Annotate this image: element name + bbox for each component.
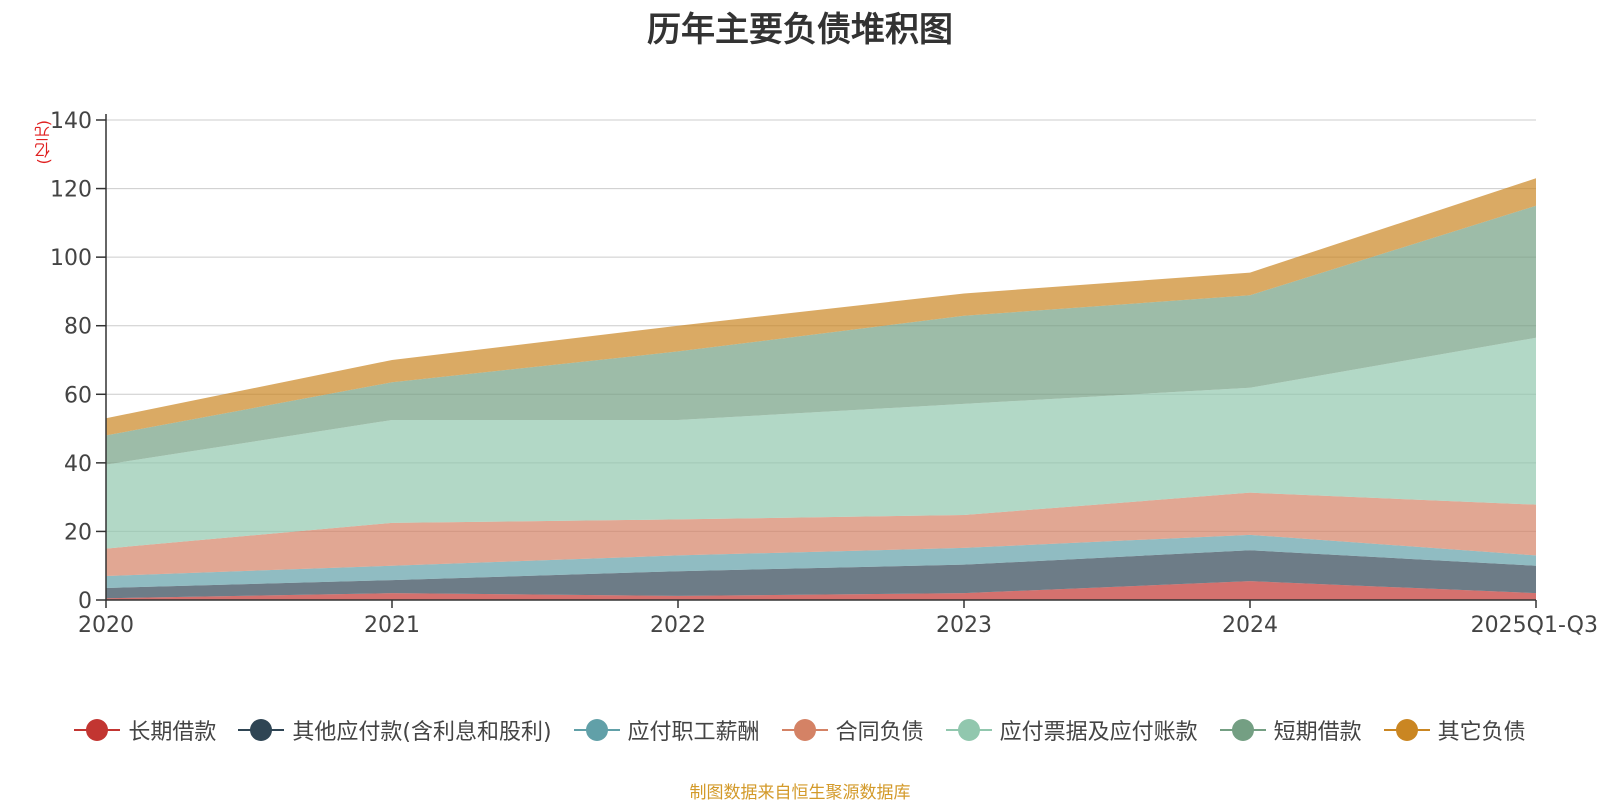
y-tick-label: 100 xyxy=(50,246,92,271)
axes: 0 20 40 60 80 100 120 140 2020 2021 2022 2023 2024 20… xyxy=(50,109,1598,638)
x-tick-label: 2021 xyxy=(364,613,420,638)
legend-label: 应付票据及应付账款 xyxy=(999,720,1198,745)
chart-title: 历年主要负债堆积图 xyxy=(647,10,953,50)
y-tick-label: 0 xyxy=(78,589,92,614)
stacked-area-chart: 0 20 40 60 80 100 120 140 2020 2021 2022 2023 2024 20… xyxy=(50,109,1598,638)
y-tick-label: 60 xyxy=(64,383,92,408)
area-series-2 xyxy=(106,550,1536,599)
legend-label: 短期借款 xyxy=(1273,720,1362,745)
legend-label: 其它负债 xyxy=(1437,720,1526,745)
area-series-3 xyxy=(106,534,1536,588)
x-tick-label: 2020 xyxy=(78,613,134,638)
source-note: 制图数据来自恒生聚源数据库 xyxy=(689,783,911,803)
legend-item-5[interactable]: 应付票据及应付账款 xyxy=(945,714,1198,746)
legend-item-3[interactable]: 应付职工薪酬 xyxy=(573,714,760,746)
x-tick-label: 2024 xyxy=(1222,613,1278,638)
x-tick-label: 2023 xyxy=(936,613,992,638)
legend-marker-icon xyxy=(945,717,992,743)
legend-item-1[interactable]: 长期借款 xyxy=(74,714,216,746)
legend: 长期借款 其他应付款(含利息和股利) 应付职工薪酬 合同负债 应付票据及应付账款 短期借款… xyxy=(0,714,1600,746)
x-tick-label: 2025Q1-Q3 xyxy=(1471,613,1598,638)
legend-marker-icon xyxy=(1383,717,1430,743)
area-series-1 xyxy=(106,581,1536,600)
area-series-5 xyxy=(106,337,1536,549)
legend-marker-icon xyxy=(74,717,121,743)
y-tick-label: 140 xyxy=(50,109,92,134)
area-series-7 xyxy=(106,178,1536,436)
legend-item-6[interactable]: 短期借款 xyxy=(1219,714,1362,746)
legend-item-4[interactable]: 合同负债 xyxy=(781,714,924,746)
area-series xyxy=(106,178,1536,600)
legend-label: 合同负债 xyxy=(835,720,924,745)
area-series-4 xyxy=(106,492,1536,576)
legend-marker-icon xyxy=(781,717,828,743)
x-tick-label: 2022 xyxy=(650,613,706,638)
y-tick-label: 40 xyxy=(64,452,92,477)
legend-marker-icon xyxy=(1219,717,1266,743)
area-series-6 xyxy=(106,205,1536,465)
legend-label: 应付职工薪酬 xyxy=(627,720,760,745)
y-tick-label: 120 xyxy=(50,178,92,203)
y-tick-label: 80 xyxy=(64,315,92,340)
y-tick-label: 20 xyxy=(64,520,92,545)
legend-label: 长期借款 xyxy=(128,720,217,745)
legend-item-7[interactable]: 其它负债 xyxy=(1383,714,1526,746)
legend-marker-icon xyxy=(238,717,285,743)
legend-label: 其他应付款(含利息和股利) xyxy=(292,720,552,745)
legend-item-2[interactable]: 其他应付款(含利息和股利) xyxy=(238,714,552,746)
legend-marker-icon xyxy=(573,717,620,743)
